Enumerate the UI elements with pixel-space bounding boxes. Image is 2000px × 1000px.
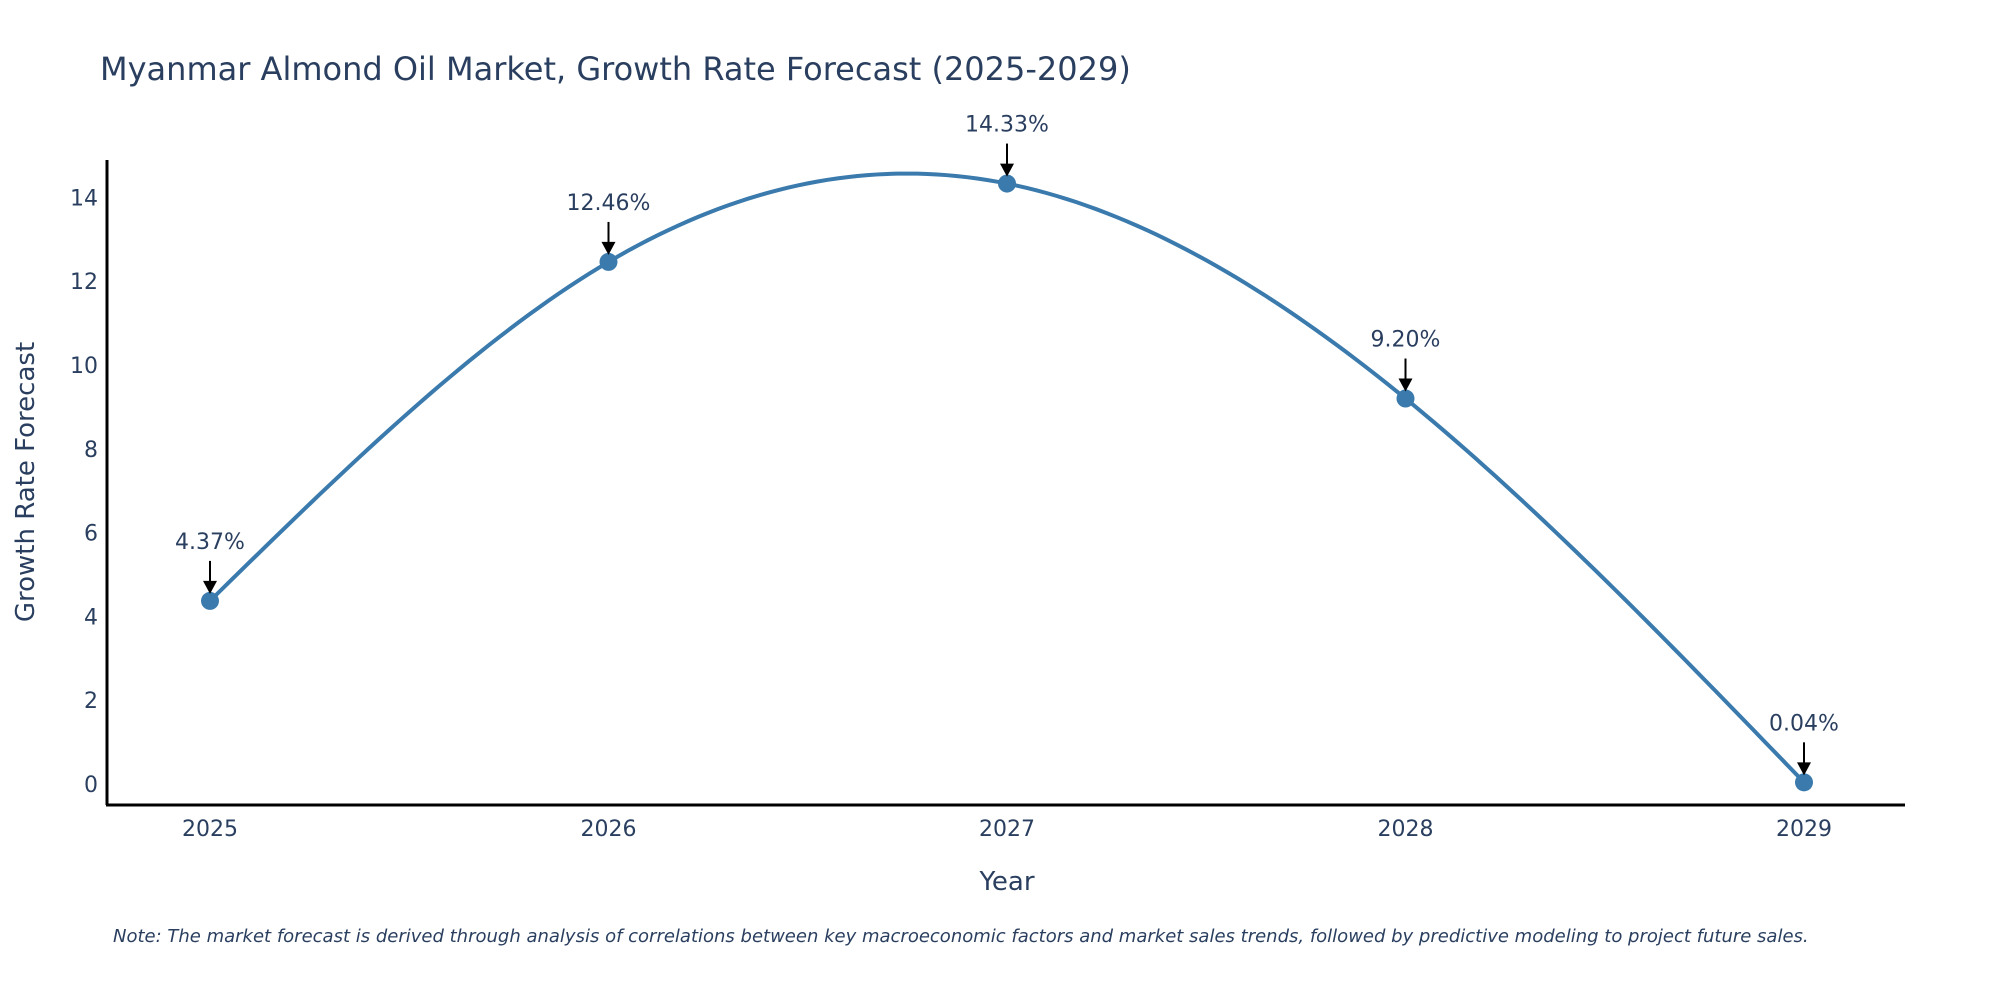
annotation-arrow-head xyxy=(1000,163,1014,177)
data-point xyxy=(599,252,618,271)
y-tick-label: 10 xyxy=(70,354,98,379)
data-label: 0.04% xyxy=(1769,711,1839,736)
y-tick-label: 2 xyxy=(84,689,98,714)
y-tick-label: 14 xyxy=(70,186,98,211)
x-tick-label: 2029 xyxy=(1776,817,1832,842)
x-tick-label: 2025 xyxy=(182,817,238,842)
y-tick-label: 6 xyxy=(84,522,98,547)
x-tick-label: 2026 xyxy=(581,817,637,842)
data-point xyxy=(1396,389,1415,408)
series-line xyxy=(208,171,1806,784)
y-tick-label: 0 xyxy=(84,773,98,798)
data-markers xyxy=(201,174,1813,792)
annotation-arrow-head xyxy=(1398,378,1413,392)
data-annotations: 4.37% 12.46% 14.33% 9.20% 0.04% xyxy=(175,113,1839,776)
y-axis-ticks: 0 2 4 6 8 10 12 14 xyxy=(70,186,98,798)
y-tick-label: 4 xyxy=(84,605,98,630)
data-label: 14.33% xyxy=(965,113,1049,138)
footnote: Note: The market forecast is derived thr… xyxy=(113,926,1809,947)
annotation-arrow-head xyxy=(203,580,217,594)
annotation-arrow-head xyxy=(1797,762,1811,776)
data-point xyxy=(998,174,1016,193)
annotation-arrow-head xyxy=(601,241,616,255)
data-point xyxy=(201,591,219,610)
data-label: 9.20% xyxy=(1371,328,1441,353)
y-tick-label: 8 xyxy=(84,438,98,463)
data-label: 12.46% xyxy=(567,191,651,216)
chart-title: Myanmar Almond Oil Market, Growth Rate F… xyxy=(100,50,1131,88)
data-label: 4.37% xyxy=(175,530,245,555)
x-axis-ticks: 2025 2026 2027 2028 2029 xyxy=(182,817,1832,842)
y-axis-title: Growth Rate Forecast xyxy=(11,342,41,622)
x-tick-label: 2027 xyxy=(979,817,1035,842)
x-axis-title: Year xyxy=(978,867,1034,897)
y-tick-label: 12 xyxy=(70,270,98,295)
x-tick-label: 2028 xyxy=(1378,817,1434,842)
data-point xyxy=(1795,773,1813,792)
